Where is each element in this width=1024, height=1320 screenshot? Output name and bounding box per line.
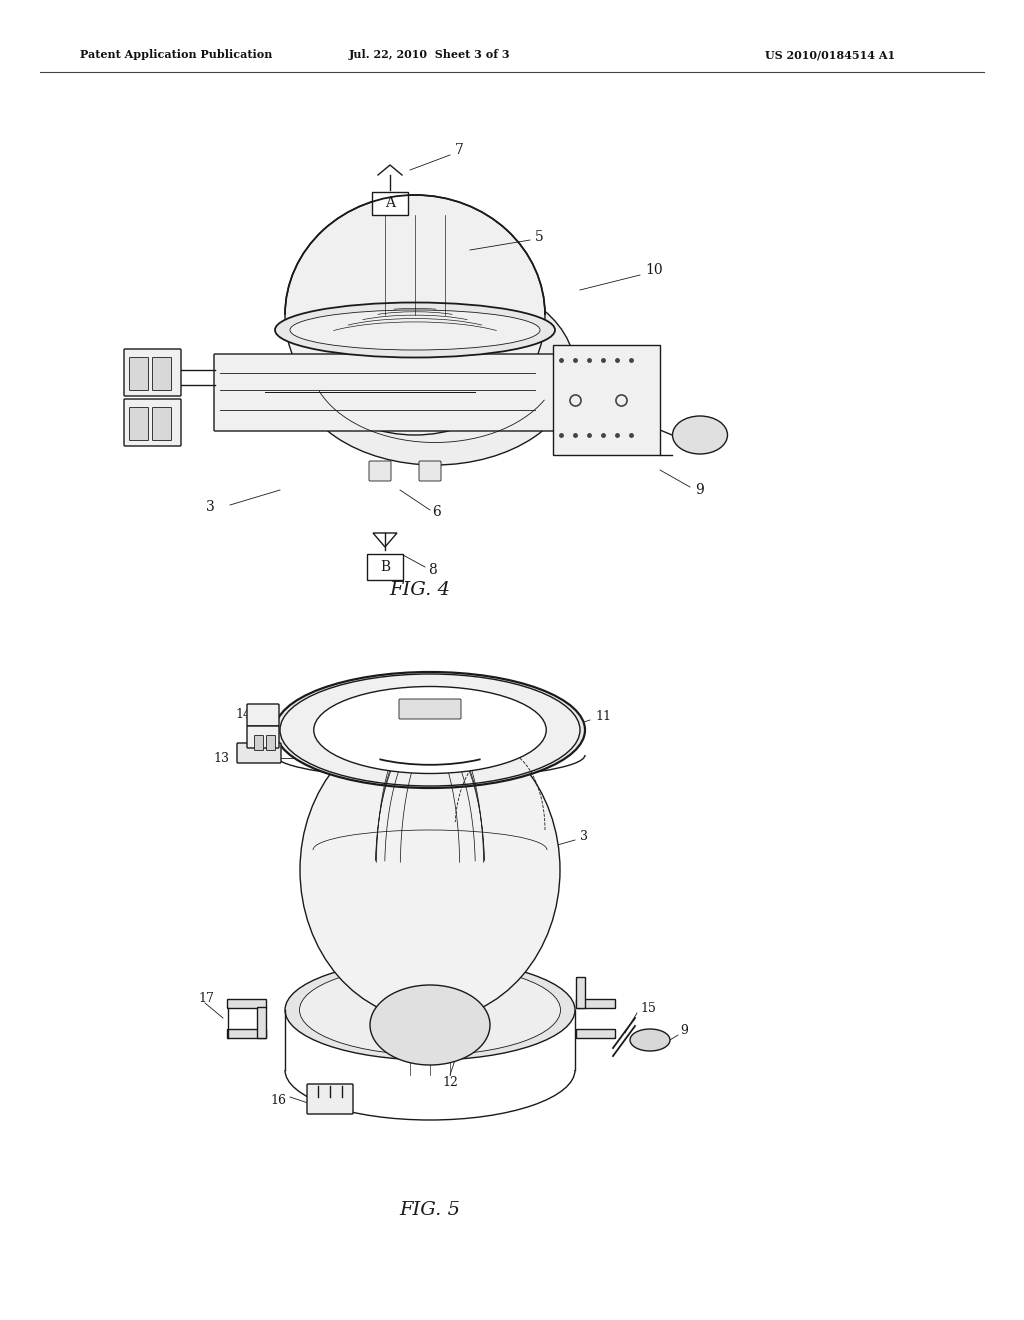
Ellipse shape xyxy=(285,960,575,1060)
FancyBboxPatch shape xyxy=(153,358,171,391)
FancyBboxPatch shape xyxy=(153,408,171,441)
FancyBboxPatch shape xyxy=(307,1084,353,1114)
FancyBboxPatch shape xyxy=(419,461,441,480)
FancyBboxPatch shape xyxy=(247,704,279,726)
FancyBboxPatch shape xyxy=(577,999,615,1008)
Text: FIG. 5: FIG. 5 xyxy=(399,1201,461,1218)
Text: 17: 17 xyxy=(198,991,214,1005)
FancyBboxPatch shape xyxy=(577,1030,615,1039)
Text: 9: 9 xyxy=(680,1023,688,1036)
Text: US 2010/0184514 A1: US 2010/0184514 A1 xyxy=(765,49,895,61)
Text: 5: 5 xyxy=(535,230,544,244)
Text: B: B xyxy=(380,560,390,574)
FancyBboxPatch shape xyxy=(124,399,181,446)
Ellipse shape xyxy=(300,719,560,1020)
FancyBboxPatch shape xyxy=(266,735,275,751)
Bar xyxy=(553,345,660,455)
Text: 10: 10 xyxy=(645,263,663,277)
FancyBboxPatch shape xyxy=(372,191,408,215)
FancyBboxPatch shape xyxy=(237,743,281,763)
Text: 16: 16 xyxy=(270,1093,286,1106)
Ellipse shape xyxy=(299,965,560,1055)
FancyBboxPatch shape xyxy=(367,554,403,579)
FancyBboxPatch shape xyxy=(369,461,391,480)
Text: 8: 8 xyxy=(428,564,437,577)
Text: A: A xyxy=(385,195,395,210)
Ellipse shape xyxy=(285,195,545,436)
Text: Jul. 22, 2010  Sheet 3 of 3: Jul. 22, 2010 Sheet 3 of 3 xyxy=(349,49,511,61)
FancyBboxPatch shape xyxy=(577,978,586,1008)
Ellipse shape xyxy=(275,302,555,358)
FancyBboxPatch shape xyxy=(214,354,556,432)
FancyBboxPatch shape xyxy=(255,735,263,751)
Text: 11: 11 xyxy=(595,710,611,723)
Ellipse shape xyxy=(295,275,575,465)
Ellipse shape xyxy=(275,672,585,788)
Text: Patent Application Publication: Patent Application Publication xyxy=(80,49,272,61)
Text: 3: 3 xyxy=(206,500,215,513)
FancyBboxPatch shape xyxy=(247,726,279,748)
FancyBboxPatch shape xyxy=(257,1007,266,1039)
FancyBboxPatch shape xyxy=(399,700,461,719)
Ellipse shape xyxy=(370,985,490,1065)
Text: 3: 3 xyxy=(580,830,588,843)
Text: 6: 6 xyxy=(432,506,440,519)
Text: 13: 13 xyxy=(213,751,229,764)
FancyBboxPatch shape xyxy=(129,408,148,441)
FancyBboxPatch shape xyxy=(124,348,181,396)
Ellipse shape xyxy=(673,416,727,454)
Ellipse shape xyxy=(290,310,540,350)
FancyBboxPatch shape xyxy=(227,999,266,1008)
Ellipse shape xyxy=(313,686,546,774)
Ellipse shape xyxy=(280,675,580,785)
Ellipse shape xyxy=(630,1030,670,1051)
Text: 15: 15 xyxy=(640,1002,656,1015)
Text: FIG. 4: FIG. 4 xyxy=(389,581,451,599)
Text: 7: 7 xyxy=(455,143,464,157)
Text: 14: 14 xyxy=(234,709,251,722)
Text: 12: 12 xyxy=(442,1076,458,1089)
FancyBboxPatch shape xyxy=(129,358,148,391)
FancyBboxPatch shape xyxy=(227,1030,266,1039)
Text: 9: 9 xyxy=(695,483,703,498)
